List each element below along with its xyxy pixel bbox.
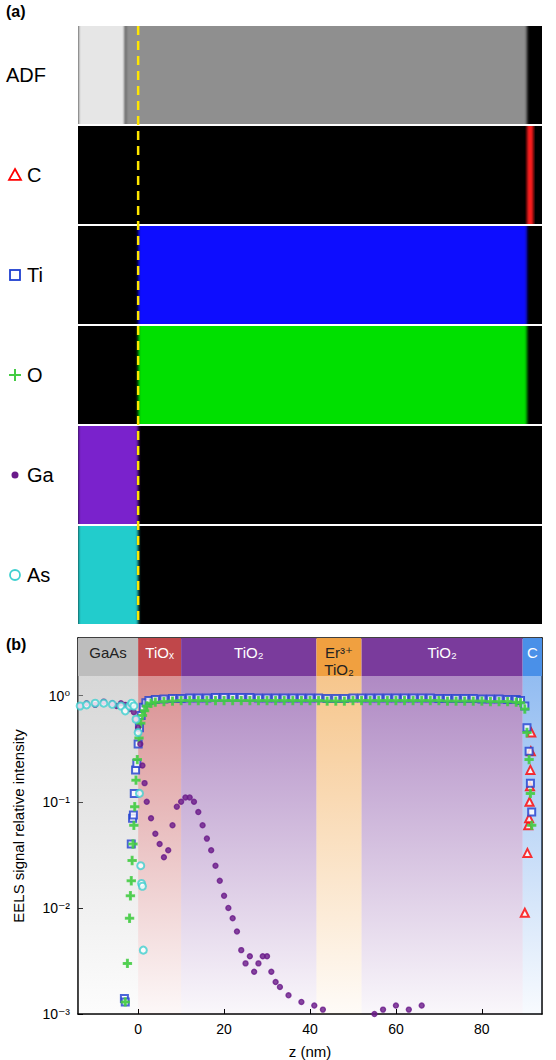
svg-text:(b): (b) bbox=[6, 636, 26, 653]
svg-text:O: O bbox=[27, 364, 43, 386]
svg-text:TiO₂: TiO₂ bbox=[234, 644, 264, 661]
svg-text:(a): (a) bbox=[6, 3, 26, 20]
svg-text:TiO₂: TiO₂ bbox=[324, 661, 354, 678]
svg-text:TiO₂: TiO₂ bbox=[427, 644, 457, 661]
svg-text:10⁰: 10⁰ bbox=[49, 688, 71, 704]
svg-text:C: C bbox=[27, 164, 41, 186]
svg-text:80: 80 bbox=[474, 1021, 490, 1037]
svg-text:As: As bbox=[27, 564, 50, 586]
svg-text:10⁻¹: 10⁻¹ bbox=[42, 794, 70, 810]
svg-text:20: 20 bbox=[216, 1021, 232, 1037]
svg-text:TiOₓ: TiOₓ bbox=[145, 644, 174, 661]
svg-text:Ti: Ti bbox=[27, 264, 43, 286]
svg-text:z (nm): z (nm) bbox=[289, 1043, 332, 1060]
svg-text:GaAs: GaAs bbox=[89, 644, 127, 661]
svg-text:10⁻³: 10⁻³ bbox=[42, 1006, 70, 1022]
svg-text:C: C bbox=[527, 644, 538, 661]
svg-text:ADF: ADF bbox=[6, 64, 46, 86]
svg-text:EELS signal relative intensity: EELS signal relative intensity bbox=[10, 729, 27, 923]
svg-text:10⁻²: 10⁻² bbox=[42, 900, 70, 916]
svg-text:Ga: Ga bbox=[27, 464, 55, 486]
svg-text:40: 40 bbox=[302, 1021, 318, 1037]
svg-text:60: 60 bbox=[388, 1021, 404, 1037]
svg-text:Er³⁺: Er³⁺ bbox=[325, 644, 353, 661]
svg-text:0: 0 bbox=[134, 1021, 142, 1037]
